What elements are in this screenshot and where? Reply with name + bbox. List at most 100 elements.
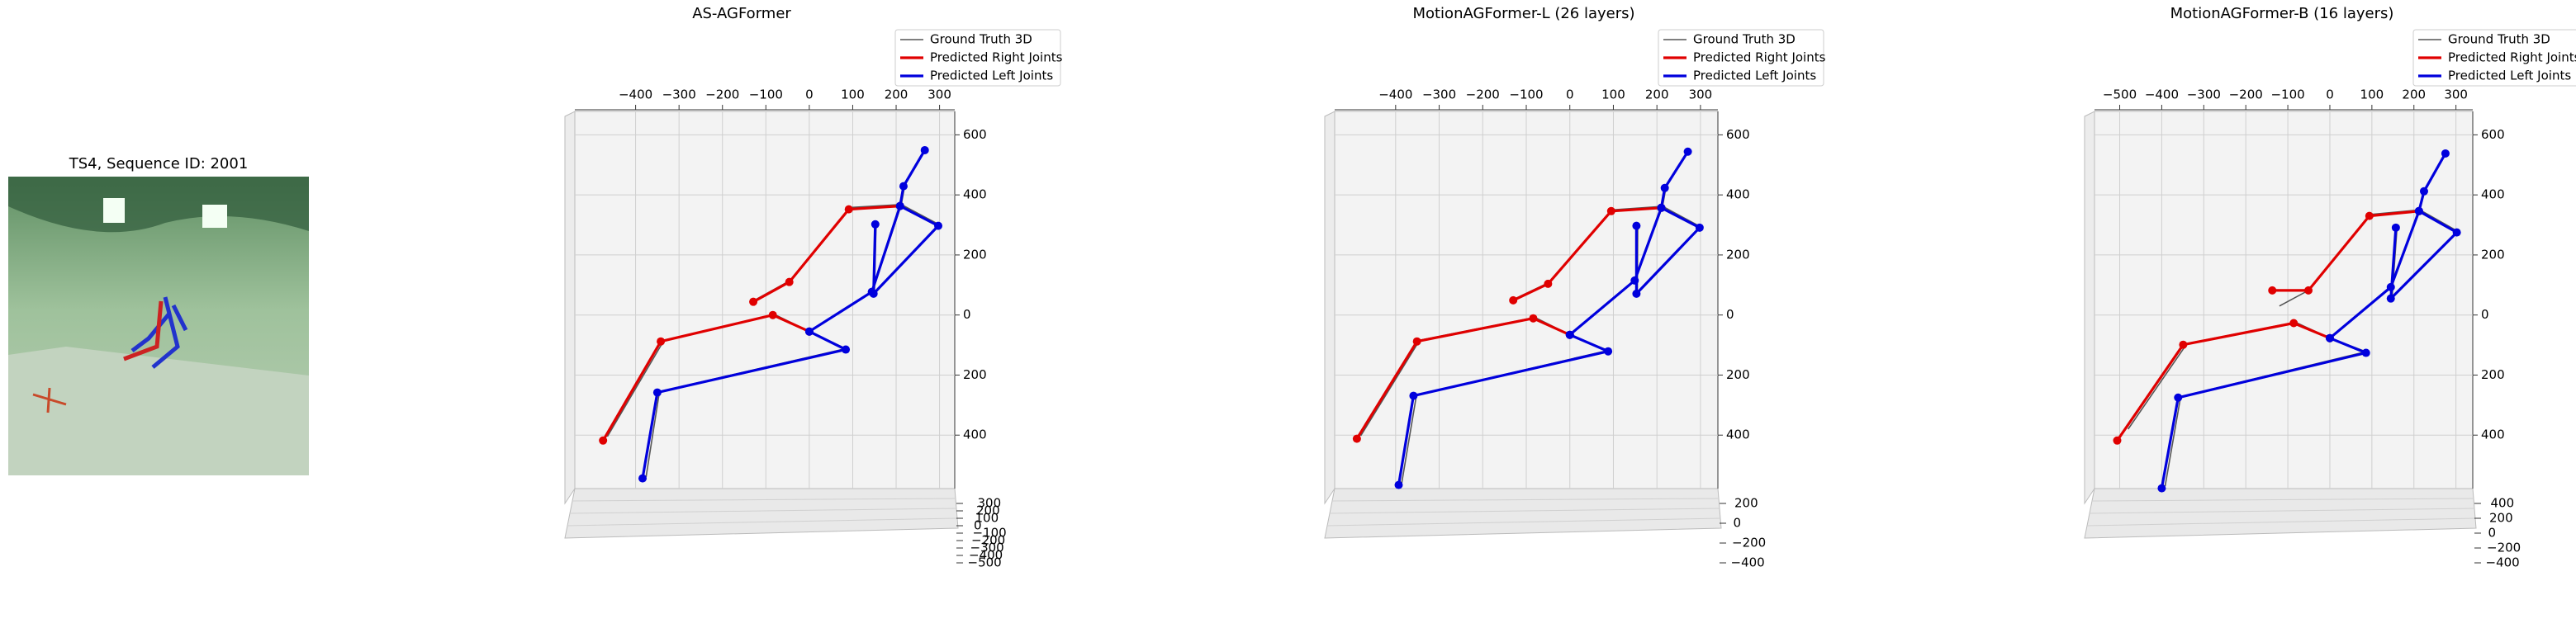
x-tick-label: 100: [841, 87, 865, 102]
x-tick-label: −500: [2103, 87, 2137, 102]
joint-marker: [869, 289, 878, 298]
x-tick-label: −100: [749, 87, 783, 102]
legend-label: Predicted Right Joints: [1693, 50, 1826, 65]
joint-marker: [2179, 340, 2188, 349]
joint-marker: [2174, 393, 2183, 402]
legend-label: Ground Truth 3D: [2448, 32, 2550, 47]
legend-label: Predicted Left Joints: [1693, 68, 1816, 83]
joint-marker: [934, 221, 943, 230]
y-tick-label: 0: [2481, 307, 2489, 322]
joint-marker: [2304, 286, 2313, 295]
joint-marker: [2419, 187, 2428, 196]
z-tick-label: −200: [971, 533, 1005, 548]
x-tick-label: −300: [662, 87, 696, 102]
y-tick-label: 200: [1726, 247, 1750, 262]
joint-marker: [1409, 391, 1418, 400]
floor-line: [567, 517, 958, 527]
x-tick-label: 0: [805, 87, 814, 102]
floor-line: [1326, 517, 1721, 527]
x-tick-label: −200: [2229, 87, 2263, 102]
joint-marker: [2441, 149, 2450, 158]
joint-marker: [1544, 279, 1553, 288]
joint-marker: [1683, 147, 1692, 156]
joint-marker: [895, 201, 904, 210]
floor-pane: [2084, 488, 2477, 539]
left-pane: [1324, 111, 1335, 505]
joint-marker: [2414, 206, 2423, 215]
x-tick-label: 300: [1689, 87, 1713, 102]
joint-marker: [2391, 223, 2400, 232]
chart-title: AS-AGFormer: [692, 5, 791, 22]
joint-marker: [2365, 211, 2374, 220]
photo-floor: [8, 347, 309, 475]
z-tick-label: 200: [2489, 511, 2513, 526]
x-tick-label: 100: [2360, 87, 2384, 102]
joint-marker: [2289, 319, 2298, 328]
y-tick-label: 200: [963, 247, 987, 262]
y-tick-label: 0: [1726, 307, 1734, 322]
z-tick-label: 300: [978, 496, 1002, 511]
joint-marker: [1509, 295, 1518, 305]
x-tick-label: 200: [2402, 87, 2426, 102]
y-tick-label: 400: [2481, 428, 2505, 442]
joint-marker: [2361, 348, 2370, 357]
x-tick-label: 0: [2326, 87, 2334, 102]
y-tick-label: 600: [1726, 127, 1750, 142]
joint-marker: [1604, 347, 1613, 356]
joint-marker: [1632, 221, 1641, 230]
x-tick-label: 100: [1601, 87, 1625, 102]
chart: −400 −300 −200 −100 0 100 200 300 600 400 200 0 200 4…: [1324, 5, 1826, 570]
z-tick-label: −200: [2487, 541, 2521, 555]
z-tick-label: 200: [1734, 496, 1758, 511]
y-tick-label: 200: [1726, 367, 1750, 382]
floor-pane: [1324, 488, 1722, 539]
joint-marker: [785, 277, 794, 286]
floor-line: [2089, 508, 2475, 514]
y-tick-label: 200: [2481, 367, 2505, 382]
legend-box: [1658, 29, 1824, 87]
joint-marker: [768, 310, 777, 319]
chart-title: MotionAGFormer-L (26 layers): [1412, 5, 1634, 22]
joint-marker: [2268, 286, 2277, 295]
y-tick-label: 400: [963, 428, 987, 442]
floor-line: [1331, 498, 1720, 502]
z-tick-label: −400: [969, 548, 1003, 563]
joint-marker: [1695, 223, 1704, 232]
x-tick-label: 300: [2444, 87, 2468, 102]
z-tick-label: −400: [2486, 555, 2520, 570]
joint-marker: [871, 220, 880, 229]
x-tick-label: −400: [619, 87, 652, 102]
photo-light: [103, 198, 125, 223]
z-tick-label: 0: [2488, 526, 2497, 541]
legend-label: Predicted Left Joints: [2448, 68, 2571, 83]
joint-marker: [842, 345, 851, 354]
joint-marker: [1632, 289, 1641, 298]
legend-label: Predicted Left Joints: [930, 68, 1053, 83]
joint-marker: [1630, 276, 1639, 285]
y-tick-label: 400: [2481, 187, 2505, 202]
joint-marker: [899, 182, 908, 191]
joint-marker: [2325, 333, 2334, 342]
photo-curtain: [8, 177, 309, 233]
photo-subject: [130, 296, 188, 369]
z-tick-label: 400: [2491, 496, 2515, 511]
joint-marker: [1657, 203, 1666, 212]
x-tick-label: −400: [2145, 87, 2179, 102]
floor-line: [572, 498, 956, 502]
y-tick-label: 200: [963, 367, 987, 382]
joint-marker: [1412, 337, 1421, 346]
joint-marker: [657, 337, 666, 346]
series-line: [2116, 210, 2420, 442]
z-tick-label: −500: [968, 555, 1002, 570]
joint-marker: [1394, 480, 1403, 489]
joint-marker: [844, 205, 853, 214]
legend-label: Ground Truth 3D: [930, 32, 1032, 47]
joint-marker: [652, 388, 662, 397]
x-tick-label: −200: [705, 87, 739, 102]
x-tick-label: 200: [885, 87, 908, 102]
y-tick-label: 400: [1726, 428, 1750, 442]
left-pane: [564, 111, 576, 505]
y-tick-label: 600: [2481, 127, 2505, 142]
series-line: [601, 205, 900, 442]
